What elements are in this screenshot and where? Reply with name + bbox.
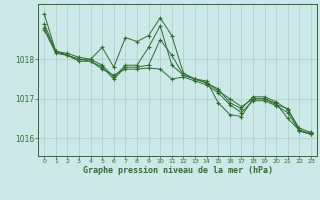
X-axis label: Graphe pression niveau de la mer (hPa): Graphe pression niveau de la mer (hPa) [83,166,273,175]
